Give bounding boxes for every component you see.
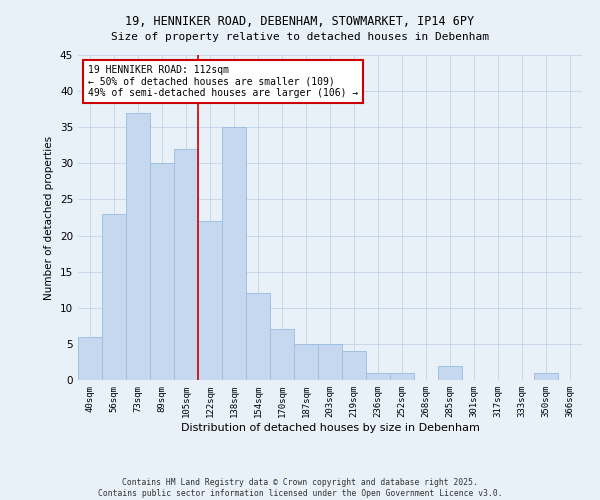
Bar xyxy=(318,344,342,380)
Bar xyxy=(246,294,270,380)
Bar xyxy=(174,149,198,380)
Bar xyxy=(294,344,318,380)
Bar xyxy=(78,336,102,380)
Y-axis label: Number of detached properties: Number of detached properties xyxy=(44,136,55,300)
Bar xyxy=(102,214,126,380)
Bar xyxy=(150,164,174,380)
Bar xyxy=(438,366,462,380)
Bar xyxy=(366,373,390,380)
Bar xyxy=(390,373,414,380)
Bar xyxy=(270,330,294,380)
Bar xyxy=(222,127,246,380)
Text: Contains HM Land Registry data © Crown copyright and database right 2025.
Contai: Contains HM Land Registry data © Crown c… xyxy=(98,478,502,498)
Text: 19 HENNIKER ROAD: 112sqm
← 50% of detached houses are smaller (109)
49% of semi-: 19 HENNIKER ROAD: 112sqm ← 50% of detach… xyxy=(88,64,358,98)
Bar xyxy=(534,373,558,380)
Text: 19, HENNIKER ROAD, DEBENHAM, STOWMARKET, IP14 6PY: 19, HENNIKER ROAD, DEBENHAM, STOWMARKET,… xyxy=(125,15,475,28)
Bar xyxy=(342,351,366,380)
Text: Size of property relative to detached houses in Debenham: Size of property relative to detached ho… xyxy=(111,32,489,42)
Bar xyxy=(198,221,222,380)
X-axis label: Distribution of detached houses by size in Debenham: Distribution of detached houses by size … xyxy=(181,422,479,432)
Bar xyxy=(126,113,150,380)
